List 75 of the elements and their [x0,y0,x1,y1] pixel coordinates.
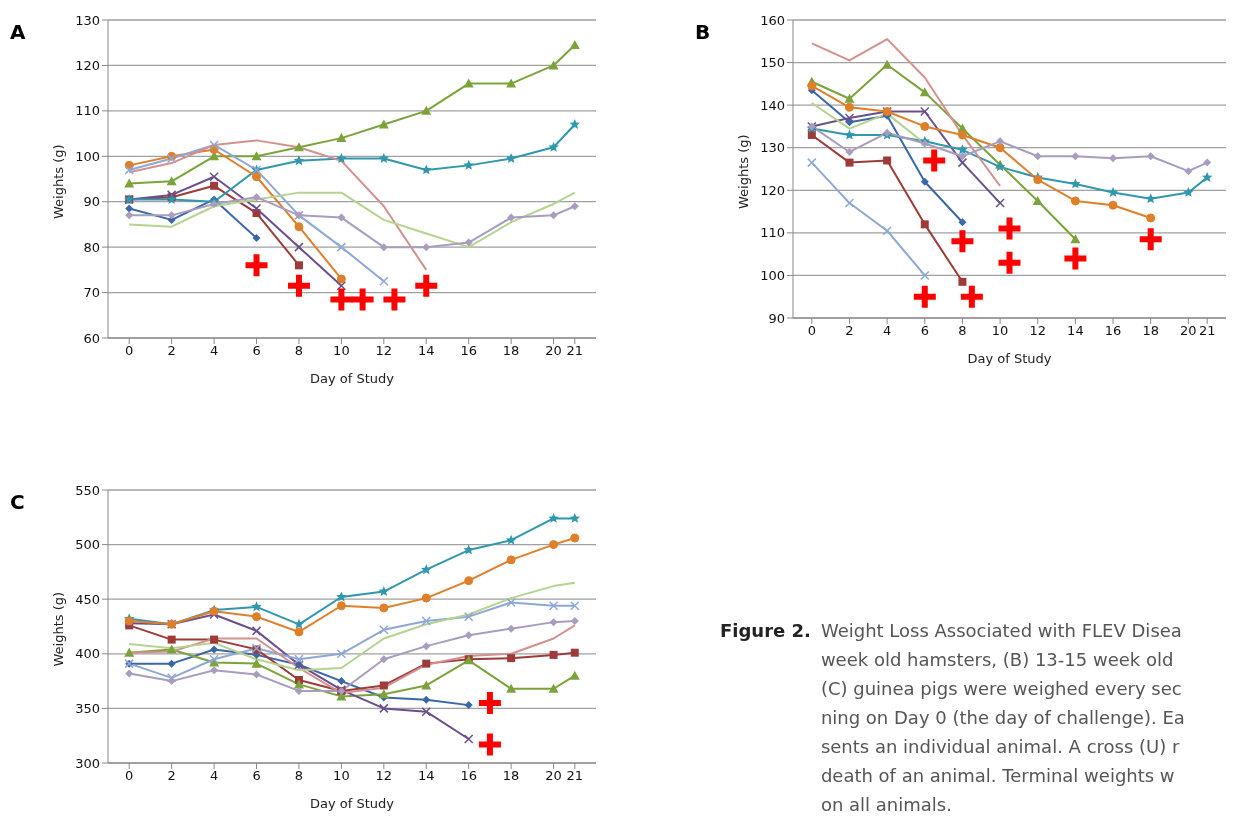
x-tick-label: 12 [375,343,393,359]
text: (C) guinea pigs were weighed every sec [820,677,1183,701]
x-tick-label: 0 [125,343,134,359]
y-tick-label: 90 [83,194,100,210]
y-tick-label: 350 [75,701,100,717]
chart-title: A [10,20,26,44]
text: on all animals. [820,793,953,817]
x-tick-label: 16 [460,768,477,784]
y-tick-label: 120 [75,58,100,74]
y-tick-label: 150 [760,55,785,71]
y-tick-label: 130 [75,12,100,28]
x-tick-label: 12 [1029,323,1047,339]
x-tick-label: 20 [545,343,562,359]
x-tick-label: 21 [1198,323,1216,339]
y-axis-title: Weights (g) [735,134,751,209]
y-tick-label: 80 [83,239,100,255]
y-axis-title: Weights (g) [50,144,66,219]
text: sents an individual animal. A cross (U) r [820,735,1181,759]
x-tick-label: 8 [294,768,304,784]
x-tick-label: 21 [566,343,584,359]
y-tick-label: 110 [760,225,785,241]
x-tick-label: 12 [375,768,393,784]
x-tick-label: 0 [125,768,134,784]
y-tick-label: 120 [760,182,785,198]
x-tick-label: 8 [294,343,304,359]
x-tick-label: 2 [167,768,176,784]
text: ning on Day 0 (the day of challenge). Ea [820,706,1185,730]
y-tick-label: 140 [760,97,785,113]
y-tick-label: 550 [75,482,100,498]
x-axis-title: Day of Study [967,351,1052,367]
x-tick-label: 10 [333,768,350,784]
text: week old hamsters, (B) 13-15 week old [820,648,1175,672]
x-tick-label: 10 [333,343,350,359]
x-tick-label: 4 [209,768,219,784]
y-tick-label: 60 [83,330,100,346]
y-tick-label: 70 [83,285,100,301]
x-tick-label: 4 [209,343,219,359]
y-axis-title: Weights (g) [50,591,66,667]
x-tick-label: 18 [502,343,520,359]
x-tick-label: 16 [1104,323,1122,339]
y-tick-label: 400 [75,646,100,662]
chart-title: C [10,490,25,514]
y-tick-label: 100 [75,148,100,164]
y-tick-label: 500 [75,537,100,553]
y-tick-label: 160 [760,12,785,28]
x-tick-label: 20 [545,768,562,784]
chart-title: B [695,20,711,44]
x-axis-title: Day of Study [310,796,395,812]
x-tick-label: 6 [252,768,261,784]
x-tick-label: 16 [460,343,477,359]
x-tick-label: 6 [920,323,929,339]
x-tick-label: 18 [1142,323,1159,339]
x-tick-label: 0 [807,323,816,339]
text: death of an animal. Terminal weights w [820,764,1176,788]
x-axis-title: Day of Study [310,371,395,387]
y-tick-label: 450 [75,591,100,607]
x-tick-label: 2 [167,343,176,359]
text: Figure 2. [720,619,811,643]
x-tick-label: 14 [1067,323,1084,339]
x-tick-label: 14 [417,768,435,784]
x-tick-label: 4 [882,323,892,339]
y-tick-label: 130 [760,140,785,156]
x-tick-label: 8 [958,323,967,339]
text: Weight Loss Associated with FLEV Disea [820,619,1183,643]
y-tick-label: 100 [760,268,785,284]
x-tick-label: 18 [502,768,520,784]
x-tick-label: 10 [991,323,1009,339]
y-tick-label: 90 [768,310,785,326]
y-tick-label: 110 [75,103,100,119]
x-tick-label: 6 [252,343,261,359]
y-tick-label: 300 [75,755,100,771]
x-tick-label: 20 [1180,323,1197,339]
x-tick-label: 2 [845,323,854,339]
x-tick-label: 14 [417,343,435,359]
x-tick-label: 21 [566,768,584,784]
